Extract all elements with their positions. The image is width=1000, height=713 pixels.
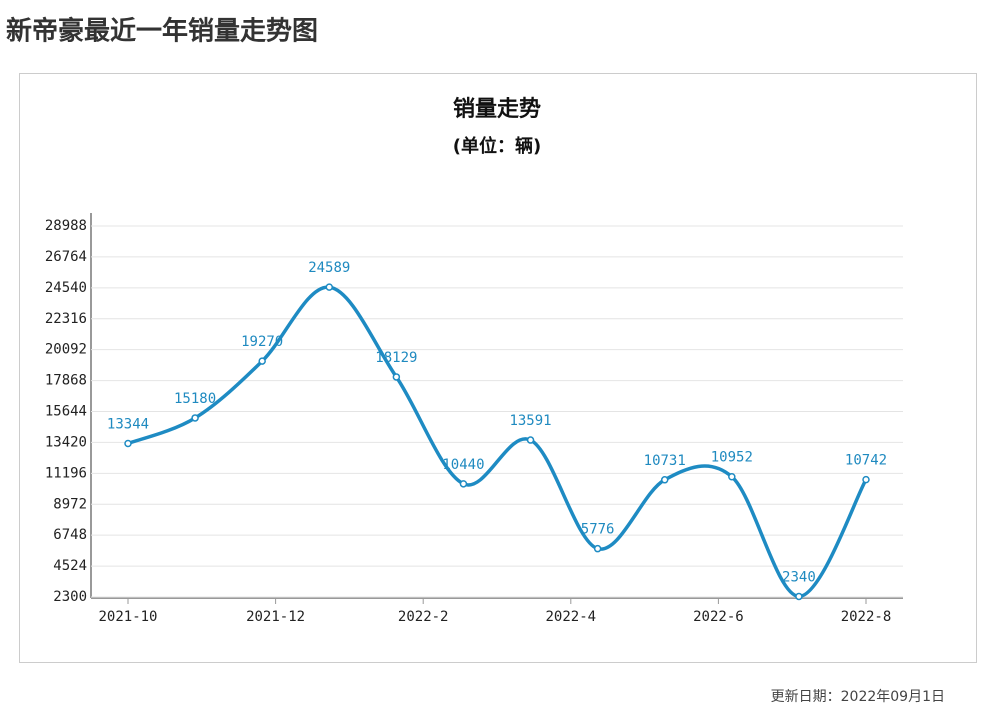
- value-label: 2340: [782, 569, 816, 585]
- chart-frame: [19, 73, 977, 663]
- point: [728, 472, 736, 481]
- value-label: 10440: [442, 457, 484, 473]
- y-tick-label: 15644: [45, 404, 87, 420]
- value-label: 24589: [308, 260, 350, 276]
- x-tick-label: 2022-2: [398, 609, 449, 625]
- chart-title: 销量走势: [453, 96, 541, 122]
- value-label: 10742: [845, 453, 887, 469]
- point: [660, 476, 669, 484]
- value-label: 15180: [174, 391, 216, 407]
- page-title: 新帝豪最近一年销量走势图: [6, 16, 318, 47]
- value-label: 13344: [107, 416, 149, 432]
- value-label: 13591: [509, 413, 551, 429]
- point: [526, 436, 535, 444]
- y-tick-label: 11196: [45, 465, 87, 481]
- x-tick-label: 2022-4: [546, 609, 597, 625]
- x-tick-label: 2021-10: [98, 609, 157, 625]
- point: [459, 480, 468, 488]
- y-tick-label: 8972: [53, 496, 87, 512]
- footer: 更新日期：2022年09月1日: [771, 689, 945, 705]
- x-tick-label: 2022-8: [841, 609, 892, 625]
- y-tick-label: 2300: [53, 589, 87, 605]
- y-tick-label: 17868: [45, 373, 87, 389]
- point: [124, 439, 132, 448]
- chart-subtitle: (单位：辆): [453, 135, 541, 157]
- value-label: 10952: [711, 450, 753, 466]
- point: [258, 357, 266, 365]
- point: [795, 592, 803, 601]
- value-label: 18129: [375, 350, 417, 366]
- y-tick-label: 28988: [45, 218, 87, 234]
- x-tick-label: 2021-12: [246, 609, 305, 625]
- x-tick-label: 2022-6: [693, 609, 744, 625]
- y-tick-label: 4524: [53, 558, 87, 574]
- y-tick-label: 13420: [45, 434, 87, 450]
- y-tick-label: 22316: [45, 311, 87, 327]
- y-tick-label: 24540: [45, 280, 87, 296]
- value-label: 19270: [241, 334, 283, 350]
- y-tick-label: 6748: [53, 527, 87, 543]
- y-tick-label: 26764: [45, 249, 87, 265]
- point: [191, 414, 199, 422]
- value-label: 5776: [581, 522, 615, 538]
- point: [325, 283, 334, 291]
- point: [593, 544, 602, 553]
- point: [392, 373, 401, 381]
- point: [862, 475, 870, 484]
- value-label: 10731: [644, 453, 686, 469]
- y-tick-label: 20092: [45, 342, 87, 358]
